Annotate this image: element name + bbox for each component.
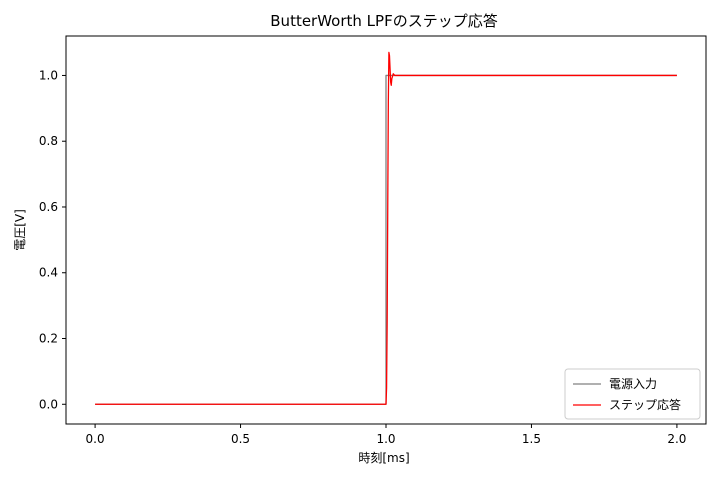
- x-tick-label: 2.0: [667, 432, 686, 446]
- series-layer: [95, 51, 677, 405]
- series-line-2: [95, 51, 677, 405]
- y-tick-label: 1.0: [39, 68, 58, 82]
- y-tick-label: 0.6: [39, 200, 58, 214]
- x-axis: 0.0 0.5 1.0 1.5 2.0: [86, 424, 686, 446]
- y-axis-label: 電圧[V]: [13, 209, 27, 251]
- plot-area: [95, 51, 677, 405]
- chart-title: ButterWorth LPFのステップ応答: [270, 12, 497, 30]
- y-tick-label: 0.0: [39, 397, 58, 411]
- x-tick-label: 0.0: [86, 432, 105, 446]
- legend-label: 電源入力: [609, 377, 657, 391]
- legend-label: ステップ応答: [609, 397, 681, 412]
- x-tick-label: 1.0: [376, 432, 395, 446]
- x-axis-label: 時刻[ms]: [358, 451, 409, 465]
- y-tick-label: 0.4: [39, 266, 58, 280]
- legend-box: [564, 368, 701, 420]
- y-axis: 0.0 0.2 0.4 0.6 0.8 1.0: [39, 68, 66, 411]
- y-tick-label: 0.8: [39, 134, 58, 148]
- x-tick-label: 0.5: [231, 432, 250, 446]
- y-tick-label: 0.2: [39, 332, 58, 346]
- x-tick-label: 1.5: [522, 432, 541, 446]
